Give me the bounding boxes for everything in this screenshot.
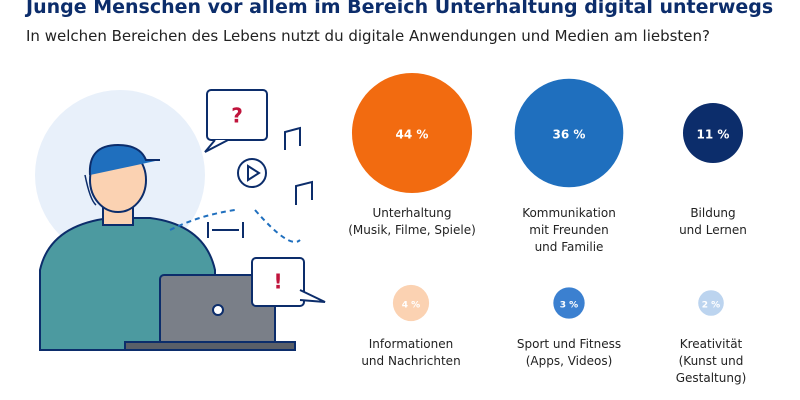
- bubble: [698, 290, 724, 316]
- bubble: [392, 284, 430, 322]
- question-mark: ?: [231, 104, 243, 128]
- value-label: 2 %: [702, 301, 720, 311]
- bubble: [682, 102, 744, 164]
- value-label: 36 %: [553, 128, 586, 142]
- value-label: 4 %: [402, 301, 420, 311]
- category-label: Kreativität (Kunst und Gestaltung): [675, 337, 747, 385]
- value-label: 3 %: [560, 301, 578, 311]
- bubble: [553, 287, 585, 319]
- bubble: [351, 72, 473, 194]
- bubble: [514, 78, 624, 188]
- category-label: Unterhaltung (Musik, Filme, Spiele): [348, 206, 476, 237]
- value-label: 11 %: [697, 128, 730, 142]
- chart-title: Junge Menschen vor allem im Bereich Unte…: [26, 0, 774, 18]
- category-label: Informationen und Nachrichten: [361, 337, 461, 368]
- category-label: Bildung und Lernen: [679, 206, 747, 237]
- illustration: [35, 89, 326, 351]
- value-label: 44 %: [396, 128, 429, 142]
- chart-subtitle: In welchen Bereichen des Lebens nutzt du…: [26, 27, 711, 45]
- category-label: Kommunikation mit Freunden und Familie: [522, 206, 616, 254]
- exclamation-mark: !: [273, 270, 282, 294]
- category-label: Sport und Fitness (Apps, Videos): [516, 337, 622, 368]
